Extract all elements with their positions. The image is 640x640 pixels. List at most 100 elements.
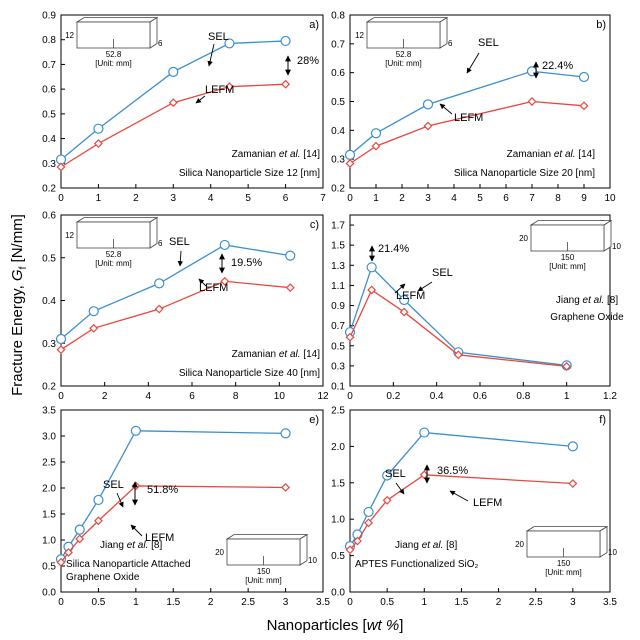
x-tick-label: 0.2 xyxy=(386,391,400,402)
schematic-depth: 6 xyxy=(158,239,163,248)
caption-line: Graphene Oxide xyxy=(550,312,624,323)
legend-lefm: LEFM xyxy=(205,84,234,96)
x-tick-label: 1.5 xyxy=(166,597,180,608)
schematic-unit: [Unit: mm] xyxy=(95,59,131,68)
x-tick-label: 2 xyxy=(102,391,108,402)
sel-data-point xyxy=(382,470,393,481)
schematic-height: 12 xyxy=(355,31,364,40)
y-tick-label: 0.0 xyxy=(331,588,345,599)
sel-pointer-arrow xyxy=(395,482,405,495)
x-tick-label: 10 xyxy=(274,391,286,402)
x-tick-label: 1.5 xyxy=(454,597,468,608)
y-tick-label: 2.5 xyxy=(42,458,56,469)
sel-data-point xyxy=(419,427,430,438)
lefm-data-point xyxy=(527,97,537,106)
y-tick-label: 0.5 xyxy=(331,97,345,108)
schematic-side-face xyxy=(149,16,158,49)
caption-line: Graphene Oxide xyxy=(66,572,140,583)
y-tick-label: 1.5 xyxy=(331,241,345,252)
schematic-height: 20 xyxy=(519,234,528,243)
x-tick-label: 2.5 xyxy=(529,597,543,608)
x-tick-label: 1 xyxy=(422,597,428,608)
lefm-pointer-arrow xyxy=(439,103,453,115)
x-axis-label: Nanoparticles [wt %] xyxy=(267,617,404,634)
improvement-percent: 21.4% xyxy=(378,243,409,255)
schematic-length: 52.8 xyxy=(106,250,122,259)
lefm-data-point xyxy=(56,557,66,567)
x-tick-label: 8 xyxy=(233,391,239,402)
x-tick-label: 3 xyxy=(283,597,289,608)
x-tick-label: 6 xyxy=(189,391,195,402)
lefm-data-point xyxy=(364,518,374,528)
sel-data-point xyxy=(74,524,85,535)
x-tick-label: 7 xyxy=(529,193,535,204)
schematic-side-face xyxy=(599,525,608,558)
y-tick-label: 0.5 xyxy=(331,341,345,352)
x-tick-label: 6 xyxy=(503,193,509,204)
x-tick-label: 1 xyxy=(564,391,570,402)
x-tick-label: 1 xyxy=(96,193,102,204)
sel-data-point xyxy=(168,66,179,77)
lefm-pointer-arrow xyxy=(449,490,469,502)
y-tick-label: 0.2 xyxy=(42,184,56,195)
legend-lefm: LEFM xyxy=(396,290,425,302)
y-axis-label: Fracture Energy, Gf [N/mm] xyxy=(9,214,29,396)
sel-data-point xyxy=(526,66,538,77)
sel-data-point xyxy=(370,128,382,139)
x-tick-label: 0 xyxy=(347,193,353,204)
legend-lefm: LEFM xyxy=(454,112,483,124)
sel-data-point xyxy=(399,294,410,306)
chart-panel-c: 0.2 0.3 0.4 0.5 0.6 0 2 4 6 8 10 12 c) SEL LEFM 19.5% Za… xyxy=(42,211,329,403)
plot-frame xyxy=(60,14,324,189)
y-tick-label: 0.3 xyxy=(331,361,345,372)
x-tick-label: 10 xyxy=(604,193,616,204)
x-tick-label: 2 xyxy=(399,193,405,204)
y-tick-label: 0.0 xyxy=(42,588,56,599)
improvement-percent: 22.4% xyxy=(542,60,573,72)
y-tick-label: 0.3 xyxy=(42,159,56,170)
lefm-data-point xyxy=(93,139,103,148)
y-tick-label: 2.5 xyxy=(331,406,345,417)
lefm-data-point xyxy=(93,516,103,526)
sel-pointer-arrow xyxy=(466,52,480,74)
y-tick-label: 1.0 xyxy=(42,536,56,547)
sel-data-point xyxy=(366,262,377,273)
improvement-percent: 51.8% xyxy=(147,484,178,496)
caption-line: Silica Nanoparticle Size 12 [nm] xyxy=(179,168,320,179)
y-tick-label: 0.3 xyxy=(42,339,56,350)
x-tick-label: 2.5 xyxy=(241,597,255,608)
lefm-data-point xyxy=(382,495,392,505)
y-tick-label: 0.7 xyxy=(331,321,345,332)
x-tick-label: 0.5 xyxy=(380,597,394,608)
lefm-data-point xyxy=(285,283,295,293)
sel-data-point xyxy=(280,35,291,47)
schematic-depth: 10 xyxy=(612,242,621,251)
lefm-data-point xyxy=(168,98,178,108)
schematic-side-face xyxy=(299,533,308,566)
schematic-top-face xyxy=(75,17,159,23)
improvement-percent: 36.5% xyxy=(437,465,468,477)
legend-sel: SEL xyxy=(478,37,499,49)
legend-lefm: LEFM xyxy=(145,532,174,544)
y-tick-label: 1.1 xyxy=(331,281,345,292)
y-tick-label: 0.4 xyxy=(42,134,56,145)
lefm-pointer-arrow xyxy=(198,278,207,287)
lefm-data-point xyxy=(371,141,381,151)
y-tick-label: 0.4 xyxy=(331,126,345,137)
y-tick-label: 0.9 xyxy=(42,11,56,22)
y-tick-label: 1.0 xyxy=(331,515,345,526)
lefm-data-point xyxy=(224,82,234,92)
x-tick-label: 3.5 xyxy=(316,597,330,608)
source-citation: Zamanian et al. [14] xyxy=(232,149,321,160)
source-citation: Jiang et al. [8] xyxy=(556,295,618,306)
x-tick-label: 1 xyxy=(133,597,139,608)
legend-sel: SEL xyxy=(169,236,190,248)
lefm-data-point xyxy=(154,304,164,314)
panel-letter: e) xyxy=(309,414,319,426)
y-tick-label: 1.7 xyxy=(331,221,345,232)
lefm-data-point xyxy=(56,345,66,355)
plot-frame xyxy=(349,409,611,593)
schematic-top-face xyxy=(525,526,609,532)
schematic-length: 150 xyxy=(561,253,575,262)
